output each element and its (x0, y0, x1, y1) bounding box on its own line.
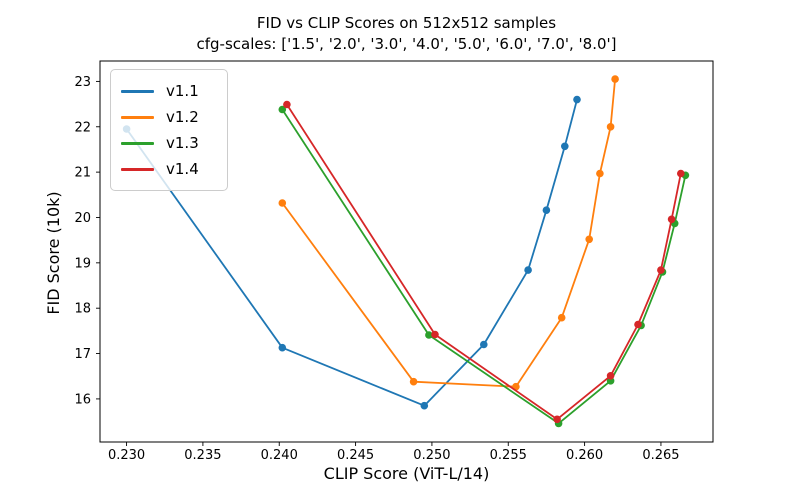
y-axis-label: FID Score (10k) (44, 191, 63, 315)
x-tick-label: 0.260 (566, 448, 603, 463)
data-point-v1.4 (677, 169, 685, 178)
legend-item-v1.1: v1.1 (121, 78, 217, 104)
data-point-v1.2 (409, 377, 418, 386)
data-point-v1.3 (425, 331, 433, 339)
series-line-v1.1 (125, 99, 578, 407)
y-tick-label: 23 (74, 75, 91, 90)
legend-item-v1.3: v1.3 (121, 130, 217, 156)
data-point-v1.1 (573, 95, 581, 104)
data-point-v1.1 (420, 401, 429, 410)
legend-line-swatch (121, 89, 154, 93)
legend-label: v1.1 (166, 82, 199, 100)
data-point-v1.1 (561, 142, 569, 151)
data-point-v1.3 (278, 105, 287, 114)
data-point-v1.4 (431, 330, 439, 339)
data-point-v1.1 (524, 266, 532, 274)
y-tick-label: 19 (74, 256, 91, 271)
data-point-v1.4 (606, 372, 615, 380)
y-tick-label: 16 (74, 392, 91, 407)
legend: v1.1 v1.2 v1.3 v1.4 (110, 69, 228, 191)
legend-label: v1.4 (166, 160, 199, 178)
data-point-v1.2 (611, 75, 619, 83)
data-point-v1.2 (596, 169, 604, 178)
data-point-v1.1 (542, 206, 551, 214)
data-point-v1.4 (553, 415, 561, 424)
series-line-v1.3 (281, 109, 687, 425)
data-point-v1.2 (606, 123, 615, 131)
series-line-v1.2 (281, 79, 616, 388)
y-tick-label: 22 (74, 120, 91, 135)
data-point-v1.1 (480, 340, 488, 349)
data-point-v1.2 (585, 235, 593, 244)
legend-line-swatch (121, 115, 154, 119)
data-point-v1.4 (634, 320, 642, 329)
x-tick-label: 0.230 (108, 448, 145, 463)
y-tick-label: 21 (74, 166, 91, 181)
legend-item-v1.2: v1.2 (121, 104, 217, 130)
x-tick-label: 0.240 (261, 448, 298, 463)
chart-subtitle: cfg-scales: ['1.5', '2.0', '3.0', '4.0',… (196, 35, 617, 53)
x-axis-label: CLIP Score (ViT-L/14) (323, 464, 490, 483)
x-tick-label: 0.265 (642, 448, 679, 463)
legend-label: v1.3 (166, 134, 199, 152)
data-point-v1.2 (557, 313, 566, 322)
plot-border (99, 60, 714, 443)
x-tick-label: 0.250 (413, 448, 450, 463)
chart-title: FID vs CLIP Scores on 512x512 samples (256, 14, 557, 32)
legend-item-v1.4: v1.4 (121, 156, 217, 182)
legend-label: v1.2 (166, 108, 199, 126)
series-line-v1.4 (286, 104, 682, 421)
x-tick-label: 0.235 (184, 448, 221, 463)
data-point-v1.1 (278, 343, 287, 352)
legend-line-swatch (121, 167, 154, 171)
data-point-v1.4 (657, 266, 665, 274)
legend-line-swatch (121, 141, 154, 145)
x-tick-label: 0.245 (337, 448, 374, 463)
y-tick-label: 20 (74, 211, 91, 226)
x-tick-label: 0.255 (490, 448, 527, 463)
data-point-v1.4 (667, 215, 676, 224)
data-point-v1.2 (278, 199, 287, 207)
y-tick-label: 18 (74, 302, 91, 317)
data-point-v1.4 (283, 100, 291, 109)
y-tick-label: 17 (74, 347, 91, 362)
